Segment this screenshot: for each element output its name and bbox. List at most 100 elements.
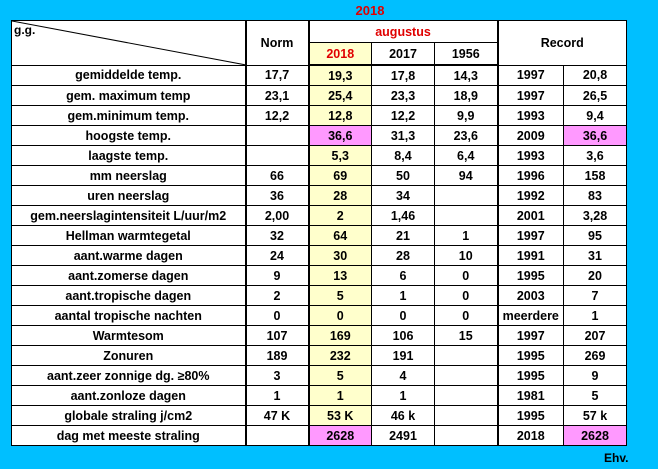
value-1956-cell: 94 bbox=[434, 165, 499, 186]
value-1956-cell: 23,6 bbox=[434, 125, 499, 146]
norm-cell: 66 bbox=[245, 165, 310, 186]
value-1956-cell: 0 bbox=[434, 285, 499, 306]
table-row: aant.zonloze dagen 1 1 1 1981 5 bbox=[11, 385, 627, 406]
value-2017-cell: 1 bbox=[371, 285, 435, 306]
value-2017-cell: 106 bbox=[371, 325, 435, 346]
value-2018-cell: 13 bbox=[308, 265, 372, 286]
value-1956-cell bbox=[434, 425, 499, 446]
value-2018-cell: 1 bbox=[308, 385, 372, 406]
value-2017-cell: 191 bbox=[371, 345, 435, 366]
value-2018-cell: 169 bbox=[308, 325, 372, 346]
value-2018-cell: 25,4 bbox=[308, 85, 372, 106]
norm-cell: 107 bbox=[245, 325, 310, 346]
value-2018-cell: 0 bbox=[308, 305, 372, 326]
row-label: gem.minimum temp. bbox=[11, 105, 247, 126]
value-2017-cell: 6 bbox=[371, 265, 435, 286]
value-1956-cell: 6,4 bbox=[434, 145, 499, 166]
record-year-cell: 1993 bbox=[497, 145, 564, 166]
norm-cell: 2 bbox=[245, 285, 310, 306]
value-2017-cell: 31,3 bbox=[371, 125, 435, 146]
row-label: Hellman warmtegetal bbox=[11, 225, 247, 246]
value-1956-cell: 10 bbox=[434, 245, 499, 266]
record-year-cell: 1997 bbox=[497, 325, 564, 346]
table-row: aant.tropische dagen 2 5 1 0 2003 7 bbox=[11, 285, 627, 306]
value-2018-cell: 2 bbox=[308, 205, 372, 226]
value-2017-cell: 17,8 bbox=[371, 64, 435, 86]
row-label: uren neerslag bbox=[11, 185, 247, 206]
norm-cell: 0 bbox=[245, 305, 310, 326]
table-row: gem.neerslagintensiteit L/uur/m2 2,00 2 1,4… bbox=[11, 205, 627, 226]
record-year-cell: 2003 bbox=[497, 285, 564, 306]
value-2017-cell: 12,2 bbox=[371, 105, 435, 126]
corner-cell: g.g. bbox=[11, 20, 247, 66]
record-value-cell: 207 bbox=[563, 325, 627, 346]
norm-header: Norm bbox=[245, 20, 310, 66]
value-2018-cell: 12,8 bbox=[308, 105, 372, 126]
month-header: augustus bbox=[308, 20, 499, 43]
value-2017-cell: 1,46 bbox=[371, 205, 435, 226]
year-header-1956: 1956 bbox=[434, 42, 499, 66]
table-row: aant.zomerse dagen 9 13 6 0 1995 20 bbox=[11, 265, 627, 286]
value-2017-cell: 23,3 bbox=[371, 85, 435, 106]
value-2017-cell: 2491 bbox=[371, 425, 435, 446]
row-label: aant.zeer zonnige dg. ≥80% bbox=[11, 365, 247, 386]
norm-cell bbox=[245, 125, 310, 146]
value-1956-cell bbox=[434, 405, 499, 426]
row-label: laagste temp. bbox=[11, 145, 247, 166]
record-year-cell: 2018 bbox=[497, 425, 564, 446]
value-2017-cell: 50 bbox=[371, 165, 435, 186]
diagonal-line bbox=[12, 21, 244, 65]
row-label: gemiddelde temp. bbox=[11, 64, 247, 86]
record-value-cell: 9 bbox=[563, 365, 627, 386]
table-row: hoogste temp. 36,6 31,3 23,6 2009 36,6 bbox=[11, 125, 627, 146]
value-1956-cell: 1 bbox=[434, 225, 499, 246]
header-row-2: 2018 2017 1956 bbox=[12, 42, 627, 66]
record-header: Record bbox=[497, 20, 627, 66]
value-1956-cell bbox=[434, 365, 499, 386]
record-year-cell: 2001 bbox=[497, 205, 564, 226]
value-2018-cell: 30 bbox=[308, 245, 372, 266]
row-label: aant.zomerse dagen bbox=[11, 265, 247, 286]
table-row: Zonuren 189 232 191 1995 269 bbox=[11, 345, 627, 366]
norm-cell: 23,1 bbox=[245, 85, 310, 106]
record-year-cell: 1997 bbox=[497, 225, 564, 246]
table-row: gem.minimum temp. 12,2 12,8 12,2 9,9 1993 9,4 bbox=[11, 105, 627, 126]
row-label: Zonuren bbox=[11, 345, 247, 366]
value-2018-cell: 5 bbox=[308, 285, 372, 306]
norm-cell: 24 bbox=[245, 245, 310, 266]
footer-label: Ehv. bbox=[604, 451, 629, 465]
table-row: Warmtesom 107 169 106 15 1997 207 bbox=[11, 325, 627, 346]
record-value-cell: 36,6 bbox=[563, 125, 627, 146]
record-value-cell: 20 bbox=[563, 265, 627, 286]
year-header-2018: 2018 bbox=[308, 42, 372, 66]
record-value-cell: 7 bbox=[563, 285, 627, 306]
value-2017-cell: 8,4 bbox=[371, 145, 435, 166]
value-2018-cell: 28 bbox=[308, 185, 372, 206]
norm-cell: 1 bbox=[245, 385, 310, 406]
table-row: dag met meeste straling 2628 2491 2018 2628 bbox=[11, 425, 627, 446]
record-year-cell: 1995 bbox=[497, 345, 564, 366]
table-row: aant.zeer zonnige dg. ≥80% 3 5 4 1995 9 bbox=[11, 365, 627, 386]
row-label: Warmtesom bbox=[11, 325, 247, 346]
row-label: aant.tropische dagen bbox=[11, 285, 247, 306]
record-year-cell: meerdere bbox=[497, 305, 564, 326]
table-title: 2018 bbox=[355, 3, 385, 18]
record-year-cell: 2009 bbox=[497, 125, 564, 146]
value-2018-cell: 232 bbox=[308, 345, 372, 366]
row-label: gem. maximum temp bbox=[11, 85, 247, 106]
value-2017-cell: 46 k bbox=[371, 405, 435, 426]
row-label: aant.warme dagen bbox=[11, 245, 247, 266]
row-label: dag met meeste straling bbox=[11, 425, 247, 446]
record-value-cell: 3,6 bbox=[563, 145, 627, 166]
value-2018-cell: 2628 bbox=[308, 425, 372, 446]
header-row-1: g.g. Norm augustus Record bbox=[11, 20, 627, 66]
year-header-2017: 2017 bbox=[371, 42, 435, 66]
value-1956-cell bbox=[434, 345, 499, 366]
value-2018-cell: 53 K bbox=[308, 405, 372, 426]
value-2017-cell: 4 bbox=[371, 365, 435, 386]
record-year-cell: 1991 bbox=[497, 245, 564, 266]
value-2018-cell: 36,6 bbox=[308, 125, 372, 146]
record-value-cell: 20,8 bbox=[563, 64, 627, 86]
norm-cell: 9 bbox=[245, 265, 310, 286]
value-1956-cell: 15 bbox=[434, 325, 499, 346]
